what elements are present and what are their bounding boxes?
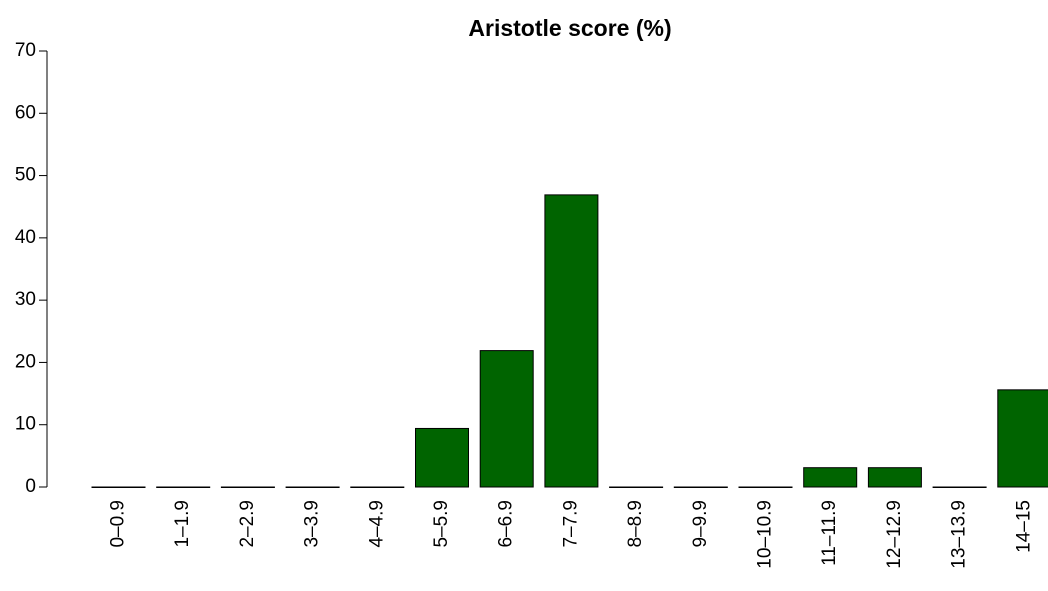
y-tick-label: 60 — [15, 102, 36, 123]
bar — [673, 486, 728, 488]
bar — [803, 467, 858, 488]
bar — [544, 194, 599, 488]
bar — [997, 389, 1048, 488]
x-tick-label: 2–2.9 — [237, 500, 258, 548]
bar — [156, 486, 211, 488]
bar — [285, 486, 340, 488]
y-tick-label: 0 — [25, 476, 36, 497]
y-tick-label: 10 — [15, 414, 36, 435]
bar — [932, 486, 987, 488]
x-tick-label: 9–9.9 — [690, 500, 711, 548]
x-tick-label: 7–7.9 — [560, 500, 581, 548]
y-tick-label: 50 — [15, 165, 36, 186]
x-tick-label: 5–5.9 — [431, 500, 452, 548]
y-tick-label: 30 — [15, 289, 36, 310]
chart-title: Aristotle score (%) — [468, 15, 671, 41]
x-tick-label: 11–11.9 — [819, 500, 840, 566]
y-tick-label: 40 — [15, 227, 36, 248]
bar — [350, 486, 405, 488]
x-tick-label: 14–15 — [1013, 500, 1034, 553]
x-tick-label: 8–8.9 — [625, 500, 646, 548]
x-tick-label: 10–10.9 — [755, 500, 776, 569]
x-tick-label: 6–6.9 — [496, 500, 517, 548]
x-tick-label: 12–12.9 — [884, 500, 905, 569]
x-tick-label: 4–4.9 — [366, 500, 387, 548]
bar — [738, 486, 793, 488]
bar — [91, 486, 146, 488]
bar — [867, 467, 922, 488]
y-tick-label: 20 — [15, 351, 36, 372]
bar — [415, 427, 469, 488]
bar — [479, 350, 534, 488]
bar — [609, 486, 664, 488]
x-tick-label: 1–1.9 — [172, 500, 193, 548]
x-tick-label: 13–13.9 — [949, 500, 970, 569]
x-tick-label: 3–3.9 — [302, 500, 323, 548]
x-tick-label: 0–0.9 — [108, 500, 129, 548]
bar — [220, 486, 275, 488]
y-tick-label: 70 — [15, 40, 36, 61]
